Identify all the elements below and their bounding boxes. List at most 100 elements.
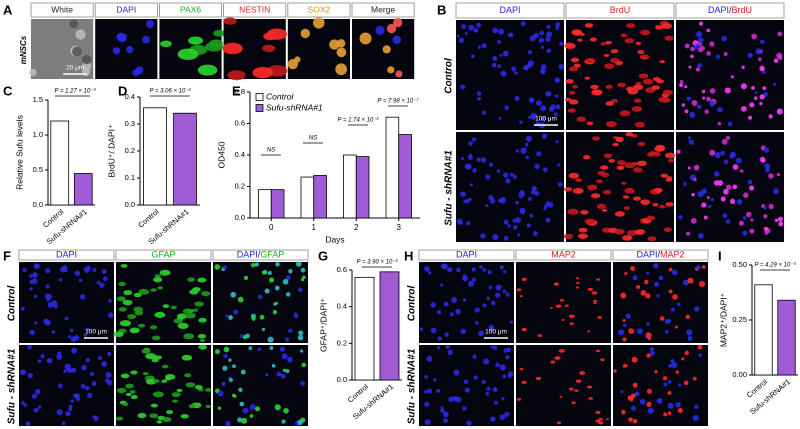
cell <box>640 199 651 205</box>
cell <box>637 50 645 55</box>
y-tick-label: 0.00 <box>732 370 747 379</box>
cell <box>257 347 262 352</box>
cell <box>597 170 606 176</box>
cell <box>92 267 97 272</box>
cell <box>545 91 552 97</box>
cell <box>652 76 661 82</box>
cell <box>714 171 720 177</box>
cell <box>620 292 627 299</box>
cell <box>237 296 244 303</box>
cell <box>555 140 559 144</box>
cell <box>451 297 458 303</box>
panel-label: I <box>718 248 722 263</box>
cell <box>63 369 67 373</box>
cell <box>569 322 574 325</box>
cell <box>650 351 655 356</box>
column-header-box <box>287 2 351 18</box>
cell <box>118 281 127 287</box>
cell <box>294 56 301 63</box>
cell <box>668 289 673 294</box>
cell <box>534 191 540 196</box>
cell <box>571 29 583 36</box>
cell <box>624 162 636 169</box>
cell <box>683 380 689 386</box>
cell <box>204 388 212 392</box>
cell <box>741 65 745 69</box>
cell <box>732 184 738 190</box>
cell <box>656 398 663 404</box>
cell <box>492 345 498 351</box>
cell <box>251 316 256 321</box>
cell <box>584 23 594 28</box>
cell <box>681 357 685 361</box>
cell <box>692 376 697 381</box>
cell <box>157 286 164 290</box>
cell <box>524 143 529 147</box>
cell <box>624 187 635 194</box>
legend-swatch <box>255 104 264 112</box>
cell <box>587 330 591 333</box>
cell <box>686 96 691 101</box>
cell <box>568 314 575 318</box>
cell <box>156 420 163 424</box>
cell <box>694 404 699 409</box>
cell <box>466 221 471 226</box>
cell <box>267 271 272 275</box>
cell <box>626 23 636 29</box>
y-tick-label: 0.4 <box>235 150 245 159</box>
cell <box>56 409 63 416</box>
cell <box>502 289 507 294</box>
cell <box>663 227 672 233</box>
cell <box>185 382 196 388</box>
cell <box>633 196 641 201</box>
cell <box>634 229 646 235</box>
cell <box>672 294 678 300</box>
cell <box>653 263 659 269</box>
cell <box>227 70 246 81</box>
cell <box>483 358 490 365</box>
cell <box>687 136 691 140</box>
cell <box>618 329 625 336</box>
bar <box>258 189 272 219</box>
annotation: P = 4.29 × 10⁻³ <box>755 263 797 269</box>
cell <box>20 306 25 311</box>
cell <box>625 313 631 319</box>
cell <box>730 75 735 79</box>
y-axis-label: GFAP⁺/DAPI⁺ <box>318 298 328 352</box>
cell <box>285 292 291 297</box>
cell <box>554 94 559 98</box>
y-tick-label: 0.0 <box>337 375 347 384</box>
cell <box>225 314 229 318</box>
cell <box>675 401 681 408</box>
cell <box>462 298 467 302</box>
cell <box>773 188 779 195</box>
cell <box>375 25 385 35</box>
cell <box>639 398 646 405</box>
column-header: Merge <box>371 5 395 15</box>
cell <box>228 315 233 320</box>
cell <box>678 383 682 387</box>
cell <box>463 199 467 204</box>
cell <box>525 155 530 160</box>
column-header-box <box>18 249 115 261</box>
header-part: BrdU <box>610 5 631 15</box>
cell <box>636 285 641 290</box>
cell <box>763 147 770 153</box>
cell <box>593 302 597 305</box>
cell <box>120 373 130 379</box>
cell <box>664 35 674 41</box>
cell <box>605 121 617 128</box>
cell <box>584 218 595 225</box>
cell <box>485 204 489 208</box>
cell <box>610 98 618 103</box>
cell <box>29 274 33 278</box>
cell <box>622 195 630 199</box>
cell <box>233 394 237 398</box>
cell <box>749 185 755 191</box>
cell <box>531 185 538 192</box>
cell <box>500 70 507 77</box>
cell <box>722 213 728 218</box>
cell <box>760 39 765 44</box>
cell <box>697 62 703 68</box>
y-tick-label: 1.5 <box>33 95 43 104</box>
